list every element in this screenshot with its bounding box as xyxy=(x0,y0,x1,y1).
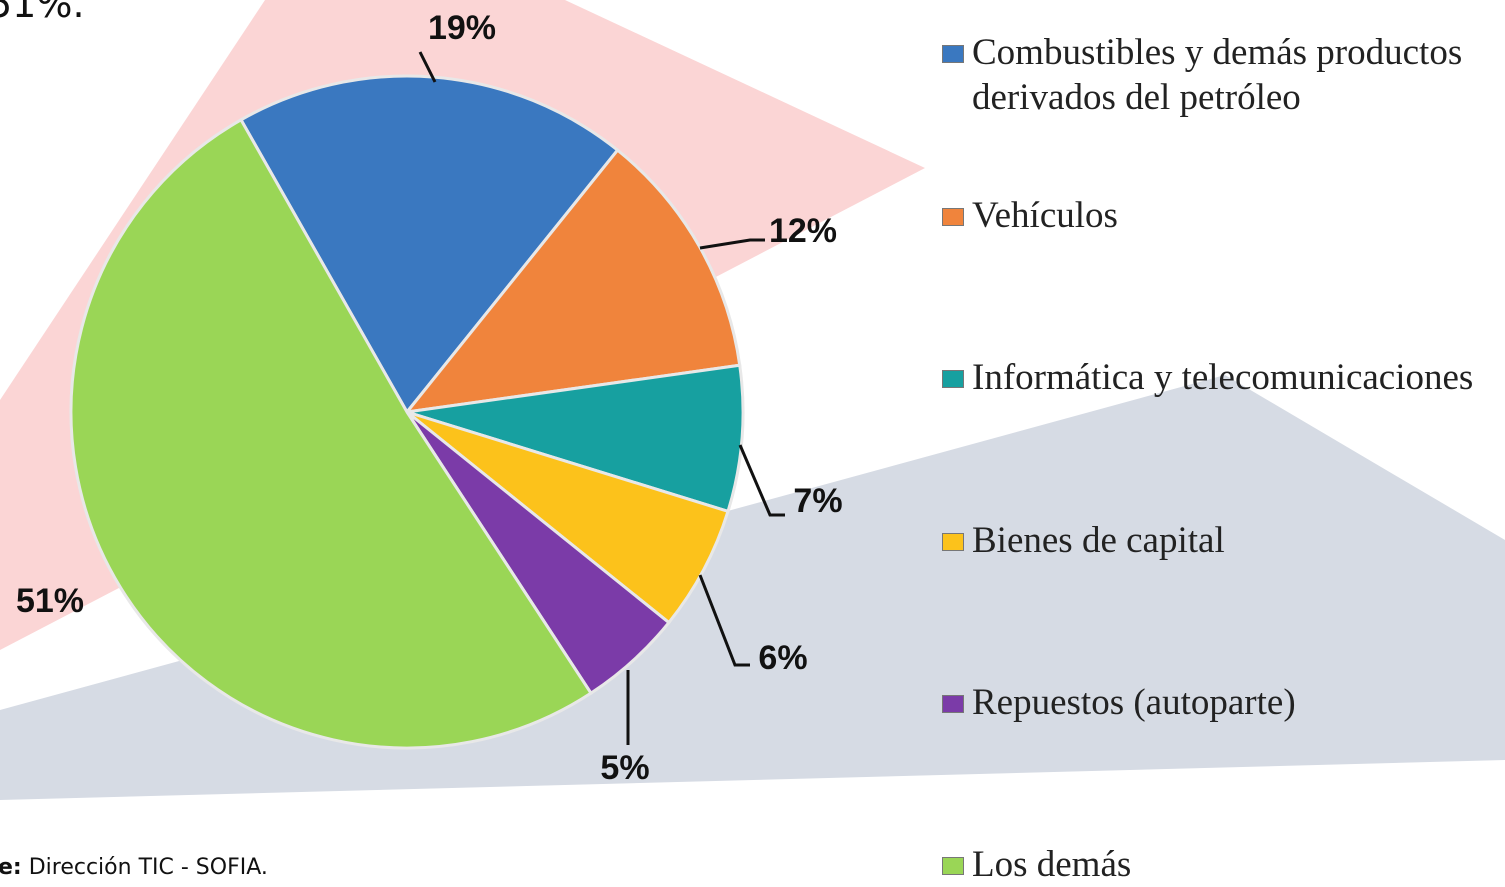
data-label: 12% xyxy=(769,212,837,250)
legend-swatch xyxy=(942,370,964,388)
legend-swatch xyxy=(942,857,964,875)
data-label: 7% xyxy=(793,482,842,520)
source-label: e: xyxy=(0,855,22,880)
legend-item: Combustibles y demás productos derivados… xyxy=(940,30,1500,120)
leader-line xyxy=(418,51,437,83)
data-label: 19% xyxy=(428,9,496,47)
leader-line xyxy=(698,574,750,667)
legend-item: Repuestos (autoparte) xyxy=(940,680,1500,725)
legend-label: Bienes de capital xyxy=(972,520,1225,561)
source-text: Dirección TIC - SOFIA. xyxy=(28,855,268,880)
legend-item: Los demás xyxy=(940,842,1500,887)
pie-slice xyxy=(403,148,742,415)
leader-line xyxy=(738,444,785,517)
leader-line xyxy=(699,238,765,250)
pie: 19% 12% 7% 6% 5% 51% xyxy=(16,9,843,787)
legend-item: Informática y telecomunicaciones xyxy=(940,355,1500,400)
legend-swatch xyxy=(942,695,964,713)
legend-label: Repuestos (autoparte) xyxy=(972,682,1296,723)
legend-item: Bienes de capital xyxy=(940,518,1500,563)
legend-label: Combustibles y demás productos derivados… xyxy=(972,32,1463,118)
legend-label: Los demás xyxy=(972,844,1132,885)
legend-swatch xyxy=(942,533,964,551)
pie-slice xyxy=(69,117,594,750)
data-label: 51% xyxy=(16,582,84,620)
legend-swatch xyxy=(942,45,964,63)
pie-slice xyxy=(406,410,730,625)
source: e: Dirección TIC - SOFIA. xyxy=(0,855,268,880)
legend-swatch xyxy=(942,208,964,226)
pie-slice xyxy=(406,363,745,514)
data-label: 6% xyxy=(758,639,807,677)
data-label: 5% xyxy=(600,749,649,787)
legend-item: Vehículos xyxy=(940,193,1500,238)
legend-label: Informática y telecomunicaciones xyxy=(972,357,1474,398)
legend-label: Vehículos xyxy=(972,195,1118,236)
text-fragment: 51%. xyxy=(0,0,85,26)
